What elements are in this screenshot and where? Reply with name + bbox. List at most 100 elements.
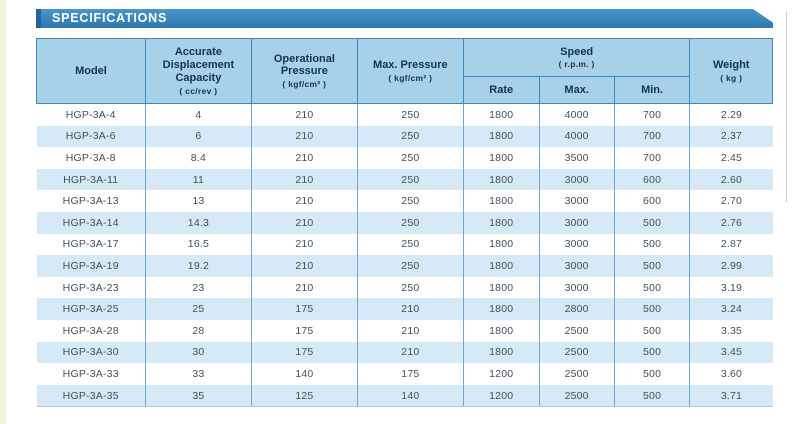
cell-speed_max: 4000 bbox=[538, 125, 615, 148]
cell-operational_pressure: 210 bbox=[250, 255, 358, 277]
cell-model: HGP-3A-30 bbox=[36, 341, 146, 364]
cell-speed_max: 4000 bbox=[538, 103, 615, 126]
header-operational-pressure: Operational Pressure ( kgf/cm² ) bbox=[250, 38, 358, 104]
cell-speed_rate: 1800 bbox=[462, 255, 540, 277]
table-row: HGP-3A-19 19.2 210 250 1800 3000 500 2.99 bbox=[36, 255, 773, 277]
cell-model: HGP-3A-25 bbox=[36, 298, 146, 320]
cell-weight: 2.99 bbox=[689, 255, 773, 277]
cell-speed_min: 500 bbox=[613, 255, 691, 277]
cell-operational_pressure: 210 bbox=[250, 233, 358, 256]
cell-speed_rate: 1800 bbox=[462, 319, 540, 342]
cell-weight: 2.29 bbox=[689, 103, 773, 126]
cell-capacity: 25 bbox=[144, 298, 252, 320]
cell-speed_min: 500 bbox=[613, 298, 691, 320]
table-row: HGP-3A-13 13 210 250 1800 3000 600 2.70 bbox=[36, 190, 773, 212]
cell-model: HGP-3A-33 bbox=[36, 363, 146, 385]
cell-operational_pressure: 175 bbox=[250, 298, 358, 320]
header-weight-unit: ( kg ) bbox=[720, 72, 743, 83]
page-edge-line bbox=[786, 12, 787, 202]
cell-weight: 3.24 bbox=[689, 298, 773, 320]
table-row: HGP-3A-25 25 175 210 1800 2800 500 3.24 bbox=[36, 298, 773, 320]
cell-max_pressure: 250 bbox=[356, 255, 464, 277]
cell-max_pressure: 250 bbox=[356, 276, 464, 299]
cell-max_pressure: 210 bbox=[356, 319, 464, 342]
table-row: HGP-3A-28 28 175 210 1800 2500 500 3.35 bbox=[36, 319, 773, 342]
table-row: HGP-3A-4 4 210 250 1800 4000 700 2.29 bbox=[36, 103, 773, 126]
cell-speed_rate: 1800 bbox=[462, 276, 540, 299]
cell-speed_rate: 1200 bbox=[462, 384, 540, 408]
cell-max_pressure: 250 bbox=[356, 147, 464, 169]
cell-capacity: 23 bbox=[144, 276, 252, 299]
cell-operational_pressure: 175 bbox=[250, 341, 358, 364]
cell-max_pressure: 250 bbox=[356, 103, 464, 126]
cell-max_pressure: 175 bbox=[356, 363, 464, 385]
cell-speed_rate: 1800 bbox=[462, 298, 540, 320]
cell-capacity: 14.3 bbox=[144, 211, 252, 234]
specifications-table-container: Model Accurate Displacement Capacity ( c… bbox=[36, 38, 773, 408]
cell-weight: 2.37 bbox=[689, 125, 773, 148]
cell-speed_min: 600 bbox=[613, 168, 691, 191]
cell-capacity: 8.4 bbox=[144, 147, 252, 169]
header-max-pressure-unit: ( kgf/cm² ) bbox=[388, 72, 433, 83]
cell-operational_pressure: 210 bbox=[250, 211, 358, 234]
cell-speed_rate: 1800 bbox=[462, 147, 540, 169]
cell-weight: 2.70 bbox=[689, 190, 773, 212]
cell-speed_min: 700 bbox=[613, 103, 691, 126]
cell-operational_pressure: 210 bbox=[250, 125, 358, 148]
table-row: HGP-3A-30 30 175 210 1800 2500 500 3.45 bbox=[36, 341, 773, 364]
cell-speed_max: 2500 bbox=[538, 384, 615, 408]
table-row: HGP-3A-35 35 125 140 1200 2500 500 3.71 bbox=[36, 384, 773, 408]
cell-model: HGP-3A-6 bbox=[36, 125, 146, 148]
table-row: HGP-3A-11 11 210 250 1800 3000 600 2.60 bbox=[36, 168, 773, 191]
header-model: Model bbox=[36, 38, 146, 104]
cell-capacity: 35 bbox=[144, 384, 252, 408]
cell-weight: 3.45 bbox=[689, 341, 773, 364]
cell-speed_min: 500 bbox=[613, 319, 691, 342]
cell-capacity: 13 bbox=[144, 190, 252, 212]
table-row: HGP-3A-23 23 210 250 1800 3000 500 3.19 bbox=[36, 276, 773, 299]
cell-speed_max: 2500 bbox=[538, 363, 615, 385]
cell-capacity: 33 bbox=[144, 363, 252, 385]
page-edge-strip bbox=[0, 0, 6, 424]
cell-speed_min: 500 bbox=[613, 211, 691, 234]
cell-operational_pressure: 210 bbox=[250, 276, 358, 299]
cell-speed_min: 700 bbox=[613, 125, 691, 148]
cell-max_pressure: 250 bbox=[356, 190, 464, 212]
header-speed-label: Speed bbox=[560, 45, 594, 58]
cell-capacity: 11 bbox=[144, 168, 252, 191]
cell-speed_rate: 1800 bbox=[462, 341, 540, 364]
cell-speed_max: 3000 bbox=[538, 276, 615, 299]
header-model-label: Model bbox=[75, 64, 107, 77]
cell-weight: 2.45 bbox=[689, 147, 773, 169]
cell-speed_max: 2800 bbox=[538, 298, 615, 320]
cell-max_pressure: 250 bbox=[356, 125, 464, 148]
cell-operational_pressure: 210 bbox=[250, 168, 358, 191]
cell-speed_min: 500 bbox=[613, 276, 691, 299]
header-operational-pressure-label: Operational Pressure bbox=[273, 52, 335, 78]
cell-speed_rate: 1800 bbox=[462, 233, 540, 256]
spec-table-body: HGP-3A-4 4 210 250 1800 4000 700 2.29 HGP-3A-6 6 2… bbox=[36, 103, 773, 408]
cell-model: HGP-3A-14 bbox=[36, 211, 146, 234]
section-title: SPECIFICATIONS bbox=[52, 11, 168, 25]
cell-weight: 3.71 bbox=[689, 384, 773, 408]
cell-model: HGP-3A-19 bbox=[36, 255, 146, 277]
cell-model: HGP-3A-17 bbox=[36, 233, 146, 256]
specifications-table: Model Accurate Displacement Capacity ( c… bbox=[36, 38, 773, 408]
cell-speed_min: 500 bbox=[613, 341, 691, 364]
cell-operational_pressure: 140 bbox=[250, 363, 358, 385]
table-row: HGP-3A-33 33 140 175 1200 2500 500 3.60 bbox=[36, 363, 773, 385]
header-weight-label: Weight bbox=[713, 59, 750, 71]
header-capacity-unit: ( cc/rev ) bbox=[179, 85, 218, 96]
cell-max_pressure: 250 bbox=[356, 211, 464, 234]
cell-speed_rate: 1200 bbox=[462, 363, 540, 385]
cell-operational_pressure: 210 bbox=[250, 190, 358, 212]
cell-weight: 2.60 bbox=[689, 168, 773, 191]
cell-speed_rate: 1800 bbox=[462, 103, 540, 126]
header-speed-rate: Rate bbox=[462, 76, 540, 104]
cell-weight: 3.19 bbox=[689, 276, 773, 299]
cell-weight: 3.35 bbox=[689, 319, 773, 342]
cell-speed_max: 3000 bbox=[538, 168, 615, 191]
cell-speed_rate: 1800 bbox=[462, 168, 540, 191]
cell-capacity: 6 bbox=[144, 125, 252, 148]
header-max-pressure: Max. Pressure ( kgf/cm² ) bbox=[356, 38, 464, 104]
